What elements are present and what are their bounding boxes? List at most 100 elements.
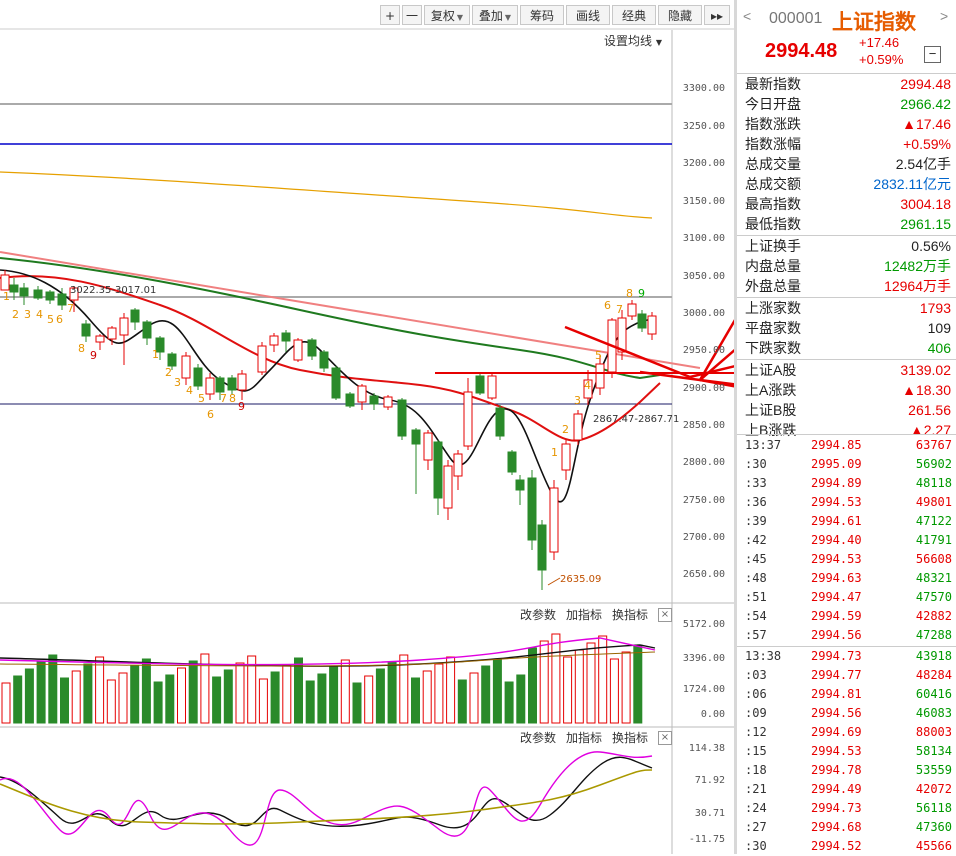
ma-setting-label: 设置均线 [604, 34, 653, 48]
volume-bar [24, 668, 34, 724]
next-stock-icon[interactable]: > [940, 8, 949, 24]
zoom-in-button[interactable]: + [380, 5, 400, 25]
indicator-add-indicator-link[interactable]: 加指标 [566, 731, 603, 745]
candle-body [411, 429, 421, 445]
diejia-dropdown[interactable]: 叠加 ▼ [472, 5, 518, 25]
candle-body [357, 385, 367, 403]
tick-time: :03 [745, 668, 767, 682]
candle-body [647, 315, 657, 335]
close-icon[interactable]: × [658, 608, 672, 622]
candle-body [269, 335, 279, 346]
collapse-icon[interactable]: − [924, 46, 941, 63]
volume-add-indicator-link[interactable]: 加指标 [566, 608, 603, 622]
stat-row: 外盘总量 12964万手 [745, 276, 951, 296]
tick-volume: 42882 [915, 609, 952, 623]
yincang-button[interactable]: 隐藏 [658, 5, 702, 25]
candle-body [0, 274, 10, 291]
td-count-label: 1 [152, 348, 159, 361]
volume-switch-indicator-link[interactable]: 换指标 [612, 608, 649, 622]
close-icon[interactable]: × [658, 731, 672, 745]
tick-time: :45 [745, 552, 767, 566]
stat-value: 1793 [919, 300, 951, 316]
price-axis-label: 3100.00 [682, 233, 725, 244]
stat-row: 上证A股 3139.02 [745, 360, 951, 380]
volume-bar [141, 658, 151, 724]
volume-bar [375, 668, 385, 724]
tick-row: :06 2994.81 60416 [737, 685, 956, 704]
price-change-pct: +0.59% [859, 52, 904, 67]
td-count-label: 8 [626, 287, 633, 300]
huaxian-button[interactable]: 画线 [566, 5, 610, 25]
volume-change-params-link[interactable]: 改参数 [520, 608, 557, 622]
tick-price: 2994.47 [811, 590, 862, 604]
stat-value: 12482万手 [884, 258, 951, 274]
fuquan-dropdown[interactable]: 复权 ▼ [424, 5, 470, 25]
td-count-label: 7 [616, 303, 623, 316]
stat-row: 上证换手 0.56% [745, 236, 951, 256]
candle-body [617, 317, 627, 353]
tick-volume: 56902 [915, 457, 952, 471]
stat-row: 内盘总量 12482万手 [745, 256, 951, 276]
volume-bar [457, 679, 467, 724]
td-count-label: 4 [186, 384, 193, 397]
tick-time: :06 [745, 687, 767, 701]
stat-row: 上涨家数 1793 [745, 298, 951, 318]
tick-price: 2994.40 [811, 533, 862, 547]
stat-label: 外盘总量 [745, 278, 801, 294]
volume-bar [598, 635, 608, 724]
indicator-change-params-link[interactable]: 改参数 [520, 731, 557, 745]
volume-bar [48, 654, 58, 724]
price-axis-label: 2900.00 [682, 383, 725, 394]
fuquan-label: 复权 [430, 9, 455, 23]
volume-ma-brown [0, 651, 656, 667]
tick-row: :39 2994.61 47122 [737, 512, 956, 531]
volume-axis-label: 0.00 [700, 709, 725, 720]
low-price-pointer [547, 577, 561, 586]
candle-body [331, 367, 341, 399]
candle-body [527, 477, 537, 541]
tick-price: 2994.59 [811, 609, 862, 623]
stat-value: +0.59% [903, 136, 951, 152]
stat-row: 上A涨跌 ▲18.30 [745, 380, 951, 400]
stat-value: ▲18.30 [902, 382, 951, 398]
diejia-label: 叠加 [478, 9, 503, 23]
td-count-label: 5 [47, 313, 54, 326]
jingdian-button[interactable]: 经典 [612, 5, 656, 25]
zoom-out-button[interactable]: 一 [402, 5, 422, 25]
tick-row: 13:37 2994.85 63767 [737, 436, 956, 455]
tick-price: 2994.73 [811, 649, 862, 663]
stat-value: 2832.11亿元 [873, 176, 951, 192]
volume-bar [188, 660, 198, 724]
tick-row: :42 2994.40 41791 [737, 531, 956, 550]
panel-splitter[interactable] [734, 0, 737, 854]
candle-body [475, 375, 485, 394]
tick-price: 2994.63 [811, 571, 862, 585]
kline-chart-panel[interactable]: 3022.35-3017.01 2867.47-2867.71 2635.09 1 2 3… [0, 0, 736, 854]
tick-price: 2994.52 [811, 839, 862, 853]
indicator-switch-indicator-link[interactable]: 换指标 [612, 731, 649, 745]
annotation-arrow [699, 347, 736, 381]
candle-body [257, 345, 267, 373]
tick-price: 2994.89 [811, 476, 862, 490]
tick-volume: 45566 [915, 839, 952, 853]
volume-bar [563, 656, 573, 724]
ma-setting-dropdown[interactable]: 设置均线 ▼ [604, 32, 662, 49]
tick-volume: 43918 [915, 649, 952, 663]
chouma-button[interactable]: 筹码 [520, 5, 564, 25]
tick-row: :24 2994.73 56118 [737, 799, 956, 818]
candle-body [507, 451, 517, 473]
stat-row: 最低指数 2961.15 [745, 214, 951, 234]
price-change: +17.46 [859, 35, 900, 50]
expand-icon[interactable]: ▸▸ [704, 5, 730, 25]
tick-volume: 47288 [915, 628, 952, 642]
tick-row: :21 2994.49 42072 [737, 780, 956, 799]
prev-stock-icon[interactable]: < [743, 8, 752, 24]
stat-label: 总成交额 [745, 176, 801, 192]
tick-row: :57 2994.56 47288 [737, 626, 956, 645]
tick-row: :45 2994.53 56608 [737, 550, 956, 569]
tick-time: :30 [745, 839, 767, 853]
candle-body [561, 443, 571, 471]
annotation-arrow [689, 364, 736, 379]
price-axis-label: 3200.00 [682, 158, 725, 169]
